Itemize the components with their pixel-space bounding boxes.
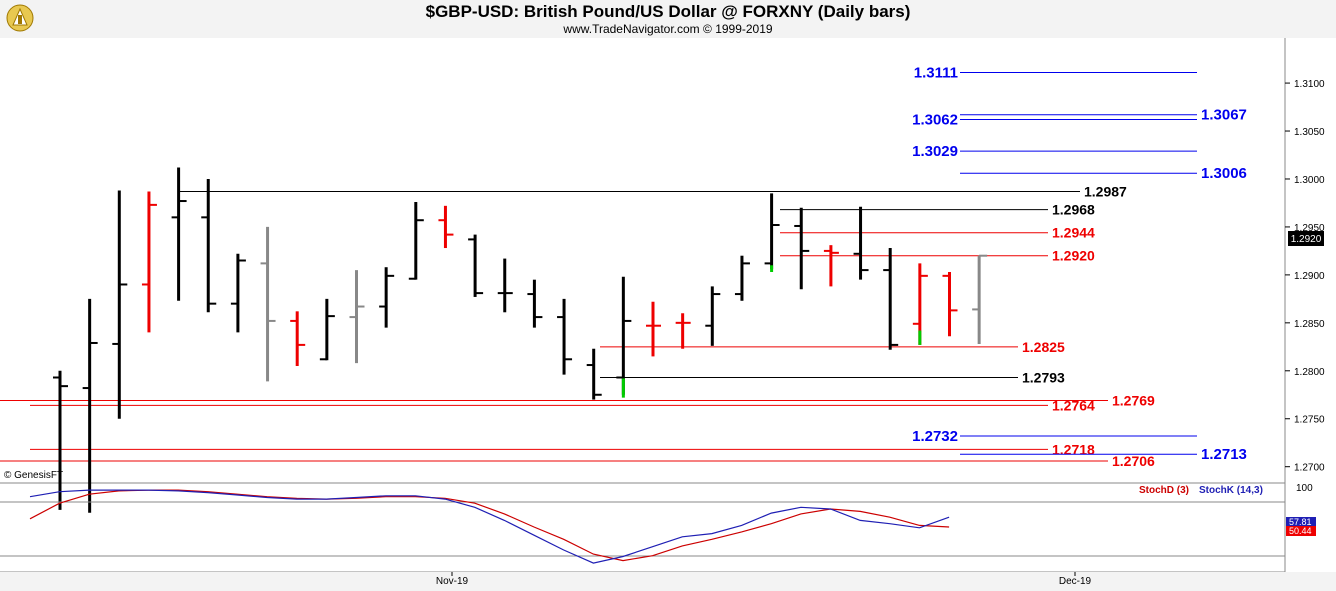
y-tick-label: 1.3000	[1294, 175, 1325, 186]
level-label: 1.3006	[1201, 165, 1247, 182]
y-tick-label: 1.3050	[1294, 127, 1325, 138]
stoch-d-legend: StochD (3)	[1139, 485, 1189, 496]
stoch-100-label: 100	[1296, 483, 1313, 494]
last-price-label: 1.2920	[1291, 234, 1322, 245]
stoch-k-badge	[1286, 517, 1316, 527]
level-label: 1.2769	[1112, 393, 1155, 409]
stoch-d-value: 50.44	[1289, 526, 1312, 536]
level-label: 1.2718	[1052, 441, 1095, 457]
chart-title: $GBP-USD: British Pound/US Dollar @ FORX…	[425, 2, 911, 21]
time-axis-band	[0, 572, 1336, 591]
level-label: 1.2732	[912, 428, 958, 445]
y-tick-label: 1.2950	[1294, 223, 1325, 234]
level-label: 1.2713	[1201, 446, 1247, 463]
y-tick-label: 1.2700	[1294, 463, 1325, 474]
level-label: 1.3029	[912, 143, 958, 160]
level-label: 1.3062	[912, 112, 958, 129]
y-tick-label: 1.2750	[1294, 415, 1325, 426]
level-label: 1.3111	[914, 65, 958, 82]
level-label: 1.3067	[1201, 107, 1247, 124]
time-axis: Nov-19 Dec-19	[436, 572, 1092, 587]
x-tick-label: Nov-19	[436, 576, 469, 587]
price-axis: 1.3100 1.3050 1.3000 1.2950 1.2900 1.2850 1.28…	[1285, 79, 1325, 474]
y-tick-label: 1.2900	[1294, 271, 1325, 282]
last-price-badge: 1.2920	[1288, 231, 1324, 246]
level-label: 1.2968	[1052, 202, 1095, 218]
stoch-k-line	[29, 489, 950, 564]
level-label: 1.2920	[1052, 248, 1095, 264]
stoch-k-value: 57.81	[1289, 517, 1312, 527]
x-tick-label: Dec-19	[1059, 576, 1092, 587]
y-tick-label: 1.2850	[1294, 319, 1325, 330]
level-label: 1.2764	[1052, 397, 1095, 413]
level-label: 1.2706	[1112, 453, 1155, 469]
level-label: 1.2793	[1022, 370, 1065, 386]
chart-subtitle: www.TradeNavigator.com © 1999-2019	[563, 22, 773, 36]
y-tick-label: 1.2800	[1294, 367, 1325, 378]
price-panel	[0, 38, 1285, 483]
level-label: 1.2987	[1084, 183, 1127, 199]
support-resistance-levels: 1.3111 1.3067 1.3062 1.3029 1.3006 1.2987 1.29…	[0, 65, 1247, 469]
stoch-k-legend: StochK (14,3)	[1199, 485, 1263, 496]
copyright-label: © GenesisFT	[4, 470, 63, 481]
stoch-d-badge	[1286, 526, 1316, 536]
level-label: 1.2944	[1052, 225, 1095, 241]
y-tick-label: 1.3100	[1294, 79, 1325, 90]
ohlc-bars	[53, 167, 988, 513]
stoch-d-line	[29, 489, 950, 562]
level-label: 1.2825	[1022, 339, 1065, 355]
trade-navigator-logo-icon	[6, 3, 34, 38]
stochastic-panel: StochD (3) StochK (14,3) 100 57.81 50.44	[0, 483, 1316, 564]
chart-header: $GBP-USD: British Pound/US Dollar @ FORX…	[0, 0, 1336, 38]
